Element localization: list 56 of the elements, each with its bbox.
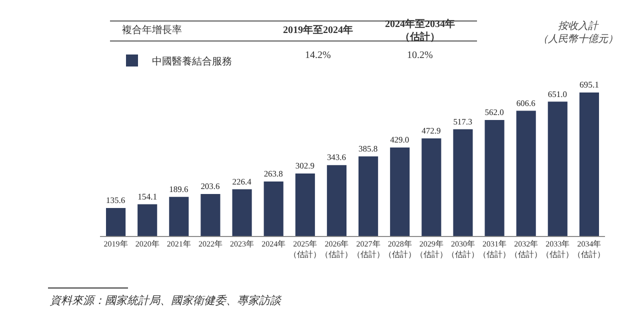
x-tick-label: 2030年（估計） <box>446 240 479 259</box>
x-tick-label: 2020年 <box>135 240 160 249</box>
bar <box>232 189 252 236</box>
x-tick-label: 2022年 <box>198 240 222 249</box>
data-label: 606.6 <box>516 98 536 108</box>
data-label: 651.0 <box>548 88 567 99</box>
bar <box>326 165 346 236</box>
x-tick-label: 2032年（估計） <box>510 240 542 259</box>
data-label: 154.1 <box>138 191 158 202</box>
x-tick-label: 2024年 <box>262 240 286 249</box>
y-axis-title: 按收入計（人民幣十億元） <box>538 20 618 45</box>
data-label: 695.1 <box>579 80 599 90</box>
bar <box>169 196 189 236</box>
bar <box>264 182 284 236</box>
data-label: 203.6 <box>200 181 220 192</box>
data-label: 302.9 <box>295 160 314 171</box>
bar <box>422 138 442 236</box>
bar <box>548 102 568 236</box>
data-label: 517.3 <box>453 116 472 126</box>
bar <box>106 208 126 236</box>
x-tick-label: 2027年（估計） <box>352 240 384 259</box>
data-label: 562.0 <box>484 107 504 118</box>
bar <box>358 156 378 236</box>
bar <box>453 129 473 236</box>
bar <box>484 120 504 236</box>
x-tick-label: 2031年（估計） <box>478 240 511 259</box>
data-label: 343.6 <box>326 152 346 162</box>
text: 複合年增長率 <box>122 24 182 36</box>
x-tick-label: 2025年（估計） <box>289 240 322 259</box>
x-tick-label: 2029年（估計） <box>415 240 448 259</box>
text: 2024年至2034年（估計） <box>385 18 455 43</box>
bar <box>295 173 315 236</box>
text: 10.2% <box>407 50 433 61</box>
text: 14.2% <box>305 50 331 61</box>
bar <box>138 204 158 236</box>
data-label: 189.6 <box>169 184 188 194</box>
bar <box>200 194 220 236</box>
bar <box>579 92 599 236</box>
data-label: 385.8 <box>358 143 378 154</box>
legend-label: 中國醫養結合服務 <box>152 55 232 68</box>
data-label: 429.0 <box>390 134 410 145</box>
bar <box>516 110 536 236</box>
x-tick-label: 2023年 <box>230 240 254 249</box>
x-tick-label: 2021年 <box>166 240 191 249</box>
x-tick-label: 2028年（估計） <box>384 240 416 259</box>
x-tick-label: 2026年（估計） <box>320 240 353 259</box>
data-label: 135.6 <box>106 195 126 206</box>
text: 2019年至2024年 <box>283 24 353 36</box>
data-label: 226.4 <box>232 176 252 186</box>
x-tick-label: 2034年（估計） <box>573 240 606 259</box>
data-label: 263.8 <box>264 168 283 179</box>
x-tick-label: 2033年（估計） <box>542 240 574 259</box>
x-tick-label: 2019年 <box>104 240 128 249</box>
source-note: 資料來源：國家統計局、國家衛健委、專家訪談 <box>50 294 282 307</box>
data-label: 472.9 <box>422 126 441 136</box>
bar <box>390 147 410 236</box>
